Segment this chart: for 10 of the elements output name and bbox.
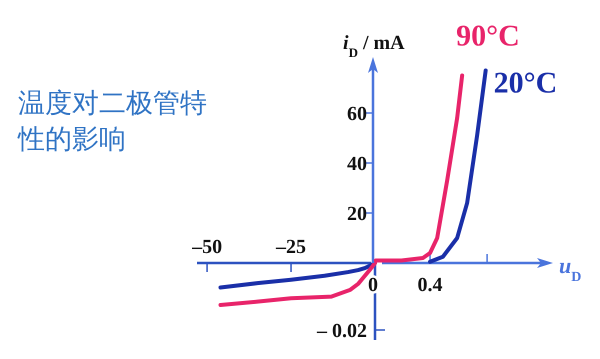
x-tick-label: 0.4 — [418, 274, 443, 296]
y-tick-label: 40 — [347, 153, 367, 175]
title: 温度对二极管特性的影响 — [18, 88, 207, 155]
xlabel: u$_{D}$ — [559, 253, 582, 284]
x-tick-label: –50 — [191, 236, 222, 258]
y-tick-label: 20 — [347, 203, 367, 225]
x-tick-label: –25 — [275, 236, 306, 258]
y-tick-label: 60 — [347, 103, 367, 125]
ylabel: i$_{D}$ / mA — [343, 32, 405, 60]
annotation: – 0.02 — [317, 320, 385, 342]
